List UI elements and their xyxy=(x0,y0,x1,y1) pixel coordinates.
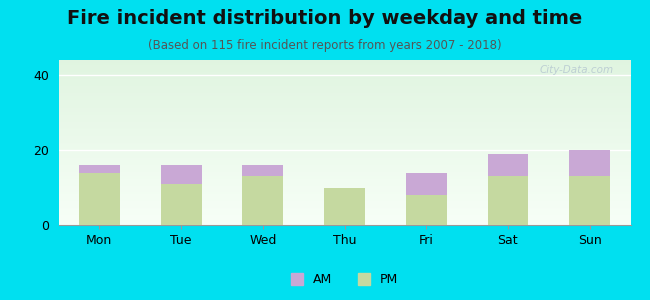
Bar xyxy=(324,188,365,225)
Bar xyxy=(242,176,283,225)
Bar xyxy=(569,176,610,225)
Bar xyxy=(406,172,447,195)
Bar xyxy=(406,195,447,225)
Bar xyxy=(161,165,202,184)
Bar xyxy=(569,150,610,176)
Bar xyxy=(161,184,202,225)
Bar xyxy=(79,165,120,172)
Legend: AM, PM: AM, PM xyxy=(286,268,403,291)
Text: (Based on 115 fire incident reports from years 2007 - 2018): (Based on 115 fire incident reports from… xyxy=(148,39,502,52)
Bar xyxy=(79,172,120,225)
Bar xyxy=(242,165,283,176)
Text: Fire incident distribution by weekday and time: Fire incident distribution by weekday an… xyxy=(68,9,582,28)
Bar xyxy=(488,176,528,225)
Text: City-Data.com: City-Data.com xyxy=(540,65,614,75)
Bar xyxy=(488,154,528,176)
